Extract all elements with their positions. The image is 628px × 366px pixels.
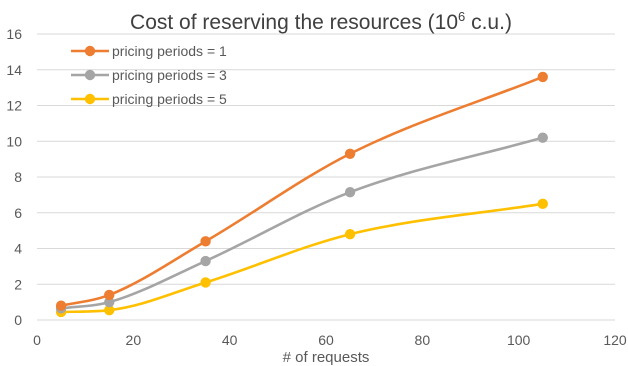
x-tick-label: 60 xyxy=(318,332,334,348)
legend-label: pricing periods = 5 xyxy=(112,91,227,107)
legend-marker xyxy=(84,69,96,81)
data-point xyxy=(200,255,211,267)
chart-title-suffix: c.u.) xyxy=(465,11,512,34)
y-tick-label: 14 xyxy=(6,62,22,78)
y-tick-label: 12 xyxy=(6,98,22,114)
data-point xyxy=(537,71,548,83)
x-tick-labels: 0 20 40 60 80 100 120 xyxy=(33,332,627,348)
x-tick-label: 40 xyxy=(222,332,238,348)
data-point xyxy=(55,300,67,311)
x-tick-label: 80 xyxy=(415,332,431,348)
legend-label: pricing periods = 3 xyxy=(112,67,227,83)
y-tick-label: 0 xyxy=(14,312,22,328)
y-tick-label: 10 xyxy=(6,133,22,149)
data-point xyxy=(537,198,548,210)
data-point xyxy=(344,186,356,198)
chart-title: Cost of reserving the resources (106 c.u… xyxy=(130,9,512,34)
x-tick-label: 20 xyxy=(126,332,142,348)
legend-marker xyxy=(84,93,96,105)
data-point xyxy=(104,304,115,316)
x-tick-label: 0 xyxy=(33,332,41,348)
data-point xyxy=(344,229,356,240)
y-tick-label: 8 xyxy=(14,169,22,185)
y-tick-label: 4 xyxy=(14,241,22,257)
series-lines xyxy=(59,75,545,314)
series-points xyxy=(55,71,548,318)
legend-label: pricing periods = 1 xyxy=(112,43,227,59)
legend: pricing periods = 1 pricing periods = 3 pr… xyxy=(71,43,227,107)
data-point xyxy=(200,236,211,247)
x-tick-label: 120 xyxy=(603,332,627,348)
series-line xyxy=(59,75,545,307)
x-axis-label: # of requests xyxy=(283,349,370,366)
y-tick-label: 16 xyxy=(6,26,22,42)
data-point xyxy=(200,277,211,288)
y-tick-labels: 0 2 4 6 8 10 12 14 16 xyxy=(6,26,22,328)
y-tick-label: 2 xyxy=(14,276,22,292)
data-point xyxy=(344,148,356,159)
legend-marker xyxy=(84,45,96,57)
chart-title-main: Cost of reserving the resources (10 xyxy=(130,11,458,34)
series-line xyxy=(59,202,545,314)
x-tick-label: 100 xyxy=(507,332,531,348)
data-point xyxy=(104,289,115,301)
data-point xyxy=(537,132,548,143)
data-point xyxy=(104,296,115,308)
y-tick-label: 6 xyxy=(14,205,22,221)
chart-title-superscript: 6 xyxy=(458,9,465,24)
